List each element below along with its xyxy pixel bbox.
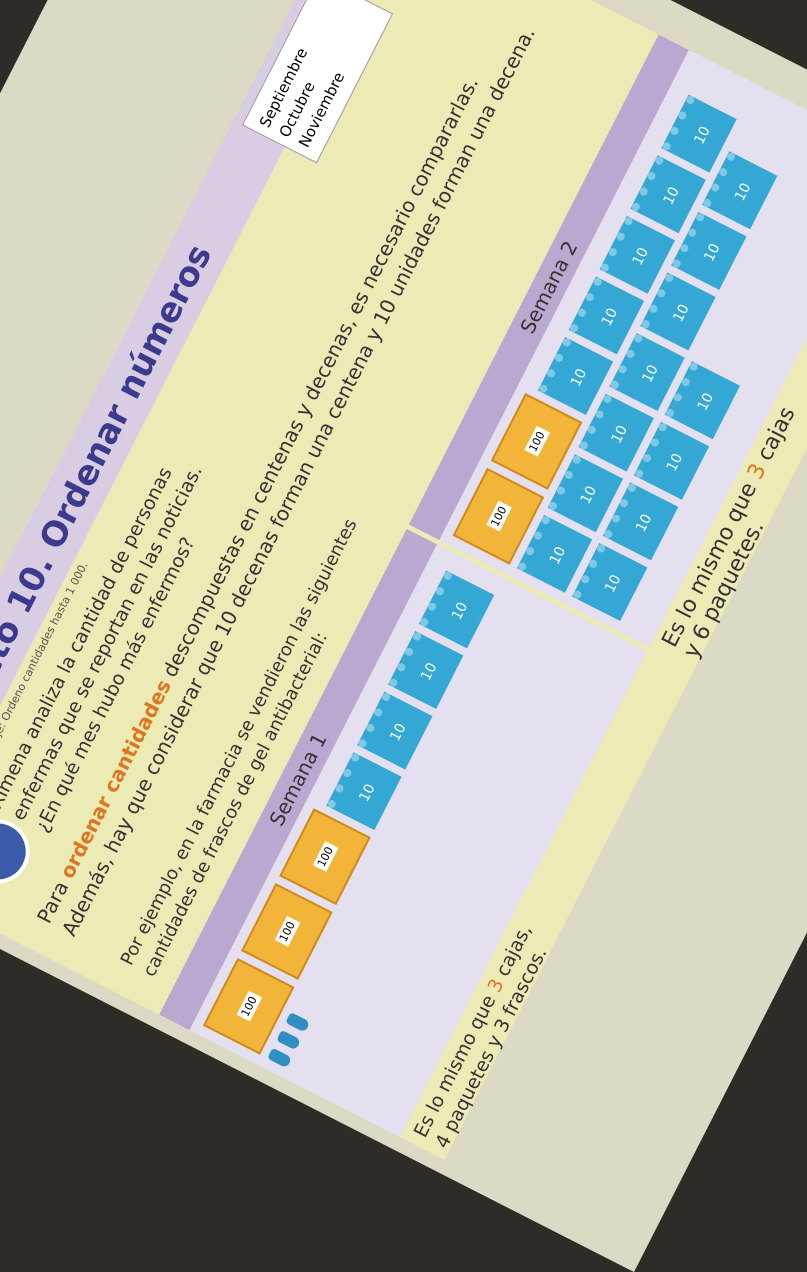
label: 10	[418, 660, 441, 684]
packet-10: 10	[357, 691, 433, 770]
packet-10: 10	[388, 631, 464, 710]
label: 100	[235, 990, 262, 1022]
label: 10	[602, 572, 625, 596]
label: 100	[312, 841, 338, 873]
bottle	[276, 1029, 302, 1051]
label: 10	[629, 245, 652, 269]
bottle	[285, 1012, 311, 1033]
label: 10	[387, 720, 410, 745]
label: 10	[567, 366, 591, 390]
packet-10: 10	[418, 570, 495, 649]
label: 10	[632, 511, 656, 535]
label: 10	[598, 305, 622, 329]
label: 10	[701, 241, 724, 265]
packet-10: 10	[326, 752, 402, 831]
bottle	[267, 1047, 293, 1069]
label: 10	[691, 123, 714, 148]
label: 10	[639, 362, 662, 386]
label: 10	[356, 781, 379, 805]
label: 10	[670, 301, 693, 325]
label: 10	[546, 544, 570, 568]
label: 100	[274, 916, 300, 947]
label: 100	[523, 425, 550, 457]
label: 10	[663, 451, 687, 475]
label: 10	[608, 422, 631, 447]
label: 10	[660, 184, 683, 208]
label: 10	[694, 390, 718, 414]
label: 10	[732, 180, 755, 204]
label: 100	[485, 500, 512, 532]
label: 10	[448, 599, 472, 623]
label: 10	[577, 483, 601, 507]
